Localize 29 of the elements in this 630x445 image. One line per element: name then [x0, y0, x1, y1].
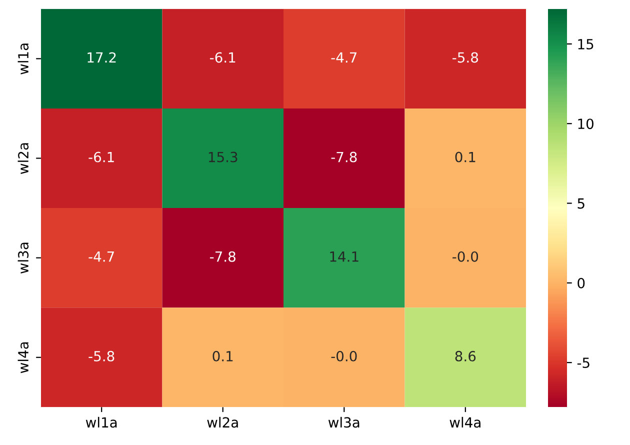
data-label: -6.1	[210, 52, 236, 63]
x-tick-label: wl2a	[207, 416, 238, 428]
data-label: 8.6	[455, 350, 476, 362]
data-label: -6.1	[88, 152, 114, 162]
data-label: -7.8	[210, 251, 236, 262]
x-tick-label: wl4a	[450, 416, 480, 428]
data-label: 0.1	[455, 152, 476, 162]
data-label: -4.7	[88, 252, 114, 262]
data-label: 17.2	[88, 52, 116, 63]
y-tick-label: wl3a	[18, 242, 29, 274]
data-label: 14.1	[330, 252, 358, 262]
color-bar-label: 0	[578, 278, 585, 288]
y-tick-label: wl4a	[18, 342, 29, 374]
color-bar-label: 15	[578, 39, 594, 50]
data-label: 0.1	[212, 350, 233, 362]
data-label: -0.0	[452, 251, 478, 262]
x-tick-label: wl1a	[86, 416, 117, 428]
data-label: -5.8	[88, 350, 114, 362]
color-bar-label: 10	[578, 118, 594, 130]
data-label: -5.8	[452, 52, 478, 63]
y-tick-label: wl2a	[18, 143, 29, 174]
data-label: -7.8	[331, 152, 357, 162]
color-bar-label: 5	[578, 198, 584, 209]
y-tick-label: wl1a	[18, 44, 29, 74]
data-label: -0.0	[331, 350, 357, 362]
data-label: -4.7	[331, 52, 356, 63]
color-bar-label: -5	[577, 358, 590, 368]
x-tick-label: wl3a	[328, 416, 360, 428]
data-label: 15.3	[208, 152, 238, 162]
